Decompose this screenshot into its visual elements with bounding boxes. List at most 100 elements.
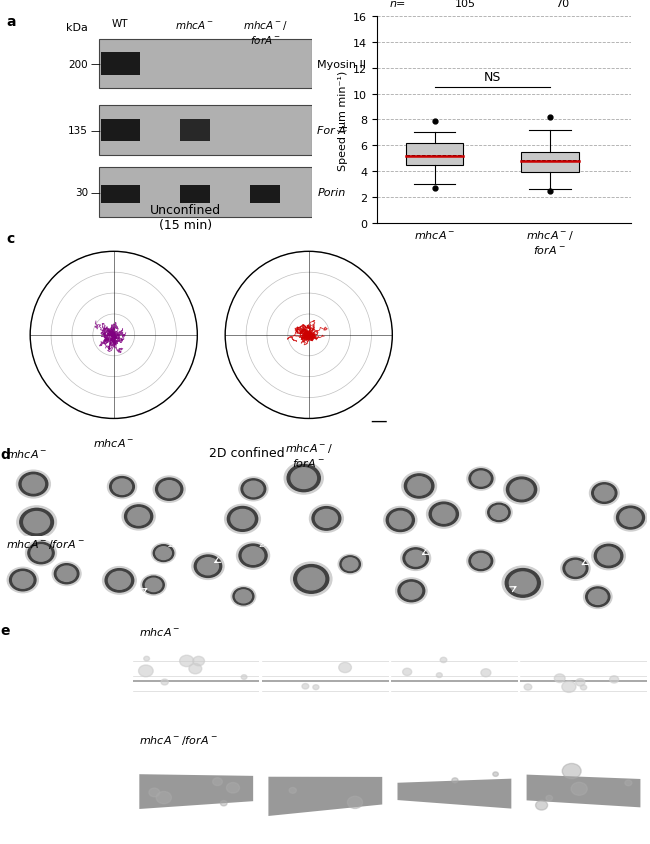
Circle shape — [504, 475, 540, 505]
Circle shape — [242, 547, 264, 565]
Circle shape — [287, 465, 320, 492]
Circle shape — [493, 772, 499, 776]
Text: 3: 3 — [70, 828, 76, 838]
Text: —: — — [370, 411, 387, 429]
Circle shape — [141, 575, 166, 596]
Circle shape — [571, 782, 587, 795]
Circle shape — [144, 657, 150, 661]
Text: 2: 2 — [109, 667, 114, 677]
Circle shape — [486, 502, 512, 523]
Text: n=: n= — [390, 0, 406, 8]
Circle shape — [112, 479, 131, 495]
Circle shape — [406, 550, 425, 566]
Text: 3: 3 — [508, 629, 514, 638]
Text: —: — — [91, 126, 101, 136]
Circle shape — [10, 570, 36, 591]
Text: $mhcA^-$: $mhcA^-$ — [93, 436, 135, 448]
Circle shape — [241, 479, 266, 500]
Circle shape — [231, 587, 255, 607]
Text: a: a — [6, 15, 16, 29]
Circle shape — [179, 656, 194, 667]
Circle shape — [153, 545, 174, 562]
Circle shape — [12, 572, 33, 588]
Circle shape — [563, 559, 588, 579]
Circle shape — [597, 548, 619, 565]
Text: 360: 360 — [351, 464, 368, 473]
Text: 240: 240 — [259, 464, 276, 473]
Circle shape — [289, 787, 296, 793]
Circle shape — [562, 681, 576, 693]
Circle shape — [231, 510, 254, 528]
Polygon shape — [139, 774, 253, 809]
Circle shape — [298, 568, 324, 590]
Polygon shape — [398, 779, 512, 809]
Text: Myosin II: Myosin II — [317, 59, 367, 69]
Text: 135: 135 — [68, 126, 88, 136]
Circle shape — [239, 478, 268, 501]
Text: NS: NS — [484, 71, 501, 84]
Circle shape — [338, 555, 362, 574]
Circle shape — [291, 468, 317, 489]
Circle shape — [235, 590, 252, 603]
Circle shape — [20, 509, 53, 536]
Text: b: b — [321, 0, 331, 2]
Circle shape — [194, 555, 222, 578]
Circle shape — [386, 509, 414, 532]
Circle shape — [339, 663, 352, 673]
Circle shape — [343, 558, 358, 571]
Circle shape — [16, 471, 50, 498]
Circle shape — [156, 547, 172, 560]
Circle shape — [146, 578, 162, 592]
Circle shape — [25, 541, 57, 566]
Text: 1: 1 — [250, 738, 255, 749]
Text: 200: 200 — [68, 59, 88, 69]
Circle shape — [401, 546, 430, 571]
Text: $mhcA^-/forA^-$: $mhcA^-/forA^-$ — [6, 538, 85, 550]
Circle shape — [149, 788, 160, 797]
FancyBboxPatch shape — [180, 186, 210, 203]
Circle shape — [22, 475, 44, 494]
Circle shape — [595, 485, 614, 501]
Text: 720: 720 — [627, 464, 645, 473]
Text: 2: 2 — [109, 777, 114, 787]
Text: 1: 1 — [250, 629, 255, 638]
Circle shape — [586, 587, 610, 607]
Circle shape — [52, 562, 81, 586]
Circle shape — [291, 562, 332, 596]
FancyBboxPatch shape — [101, 53, 140, 76]
FancyBboxPatch shape — [180, 120, 210, 142]
Circle shape — [225, 505, 261, 534]
Circle shape — [24, 512, 49, 533]
Circle shape — [153, 477, 185, 503]
Circle shape — [109, 571, 131, 590]
Circle shape — [592, 484, 617, 504]
Circle shape — [384, 507, 417, 534]
Text: 70: 70 — [555, 0, 569, 8]
Circle shape — [594, 544, 623, 568]
FancyBboxPatch shape — [250, 186, 280, 203]
Circle shape — [467, 549, 495, 572]
Circle shape — [312, 507, 341, 531]
Text: 720: 720 — [627, 540, 645, 549]
Circle shape — [193, 657, 205, 666]
Circle shape — [7, 568, 38, 593]
Text: 4: 4 — [637, 629, 643, 638]
Circle shape — [398, 580, 424, 602]
Circle shape — [584, 586, 612, 609]
Circle shape — [488, 504, 510, 522]
Circle shape — [490, 506, 508, 520]
Circle shape — [402, 668, 411, 676]
Text: 105: 105 — [455, 0, 476, 8]
Text: $mhcA^-/$
$forA^-$: $mhcA^-/$ $forA^-$ — [242, 19, 288, 46]
Circle shape — [347, 797, 363, 809]
Circle shape — [189, 663, 202, 674]
Text: 480: 480 — [443, 464, 460, 473]
Circle shape — [110, 477, 135, 497]
Circle shape — [105, 569, 134, 592]
Text: d: d — [1, 447, 10, 462]
Circle shape — [433, 506, 455, 523]
Circle shape — [396, 578, 427, 604]
Circle shape — [241, 675, 247, 679]
FancyBboxPatch shape — [101, 120, 140, 142]
Polygon shape — [268, 776, 382, 816]
